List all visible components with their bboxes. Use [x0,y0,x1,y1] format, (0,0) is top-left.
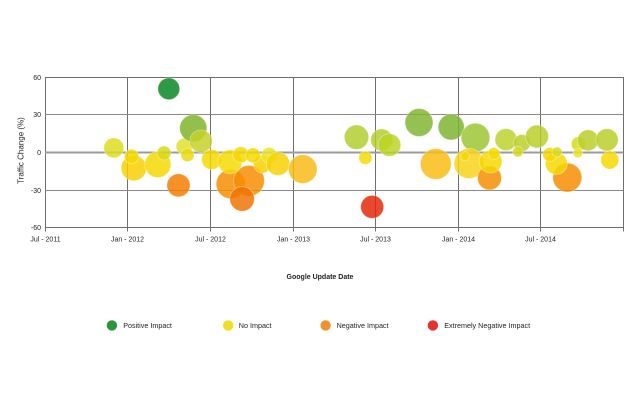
svg-text:Jan - 2013: Jan - 2013 [277,237,310,244]
svg-text:Extremely Negative Impact: Extremely Negative Impact [444,321,530,330]
svg-text:Jan - 2012: Jan - 2012 [111,237,144,244]
svg-text:Google Update Date: Google Update Date [287,274,354,281]
svg-text:Positive Impact: Positive Impact [123,321,172,330]
svg-text:60: 60 [33,75,41,82]
svg-text:Jul - 2013: Jul - 2013 [360,237,391,244]
svg-text:-30: -30 [31,188,41,195]
svg-text:No Impact: No Impact [239,321,272,330]
svg-text:Jul - 2012: Jul - 2012 [195,237,226,244]
svg-text:30: 30 [33,112,41,119]
svg-text:Traffic Change (%): Traffic Change (%) [17,117,26,184]
svg-text:0: 0 [37,150,41,157]
svg-text:Jul - 2014: Jul - 2014 [525,237,556,244]
svg-text:-60: -60 [31,225,41,232]
svg-text:Jan - 2014: Jan - 2014 [442,237,475,244]
svg-text:Negative Impact: Negative Impact [337,321,389,330]
svg-text:Jul - 2011: Jul - 2011 [30,237,60,244]
